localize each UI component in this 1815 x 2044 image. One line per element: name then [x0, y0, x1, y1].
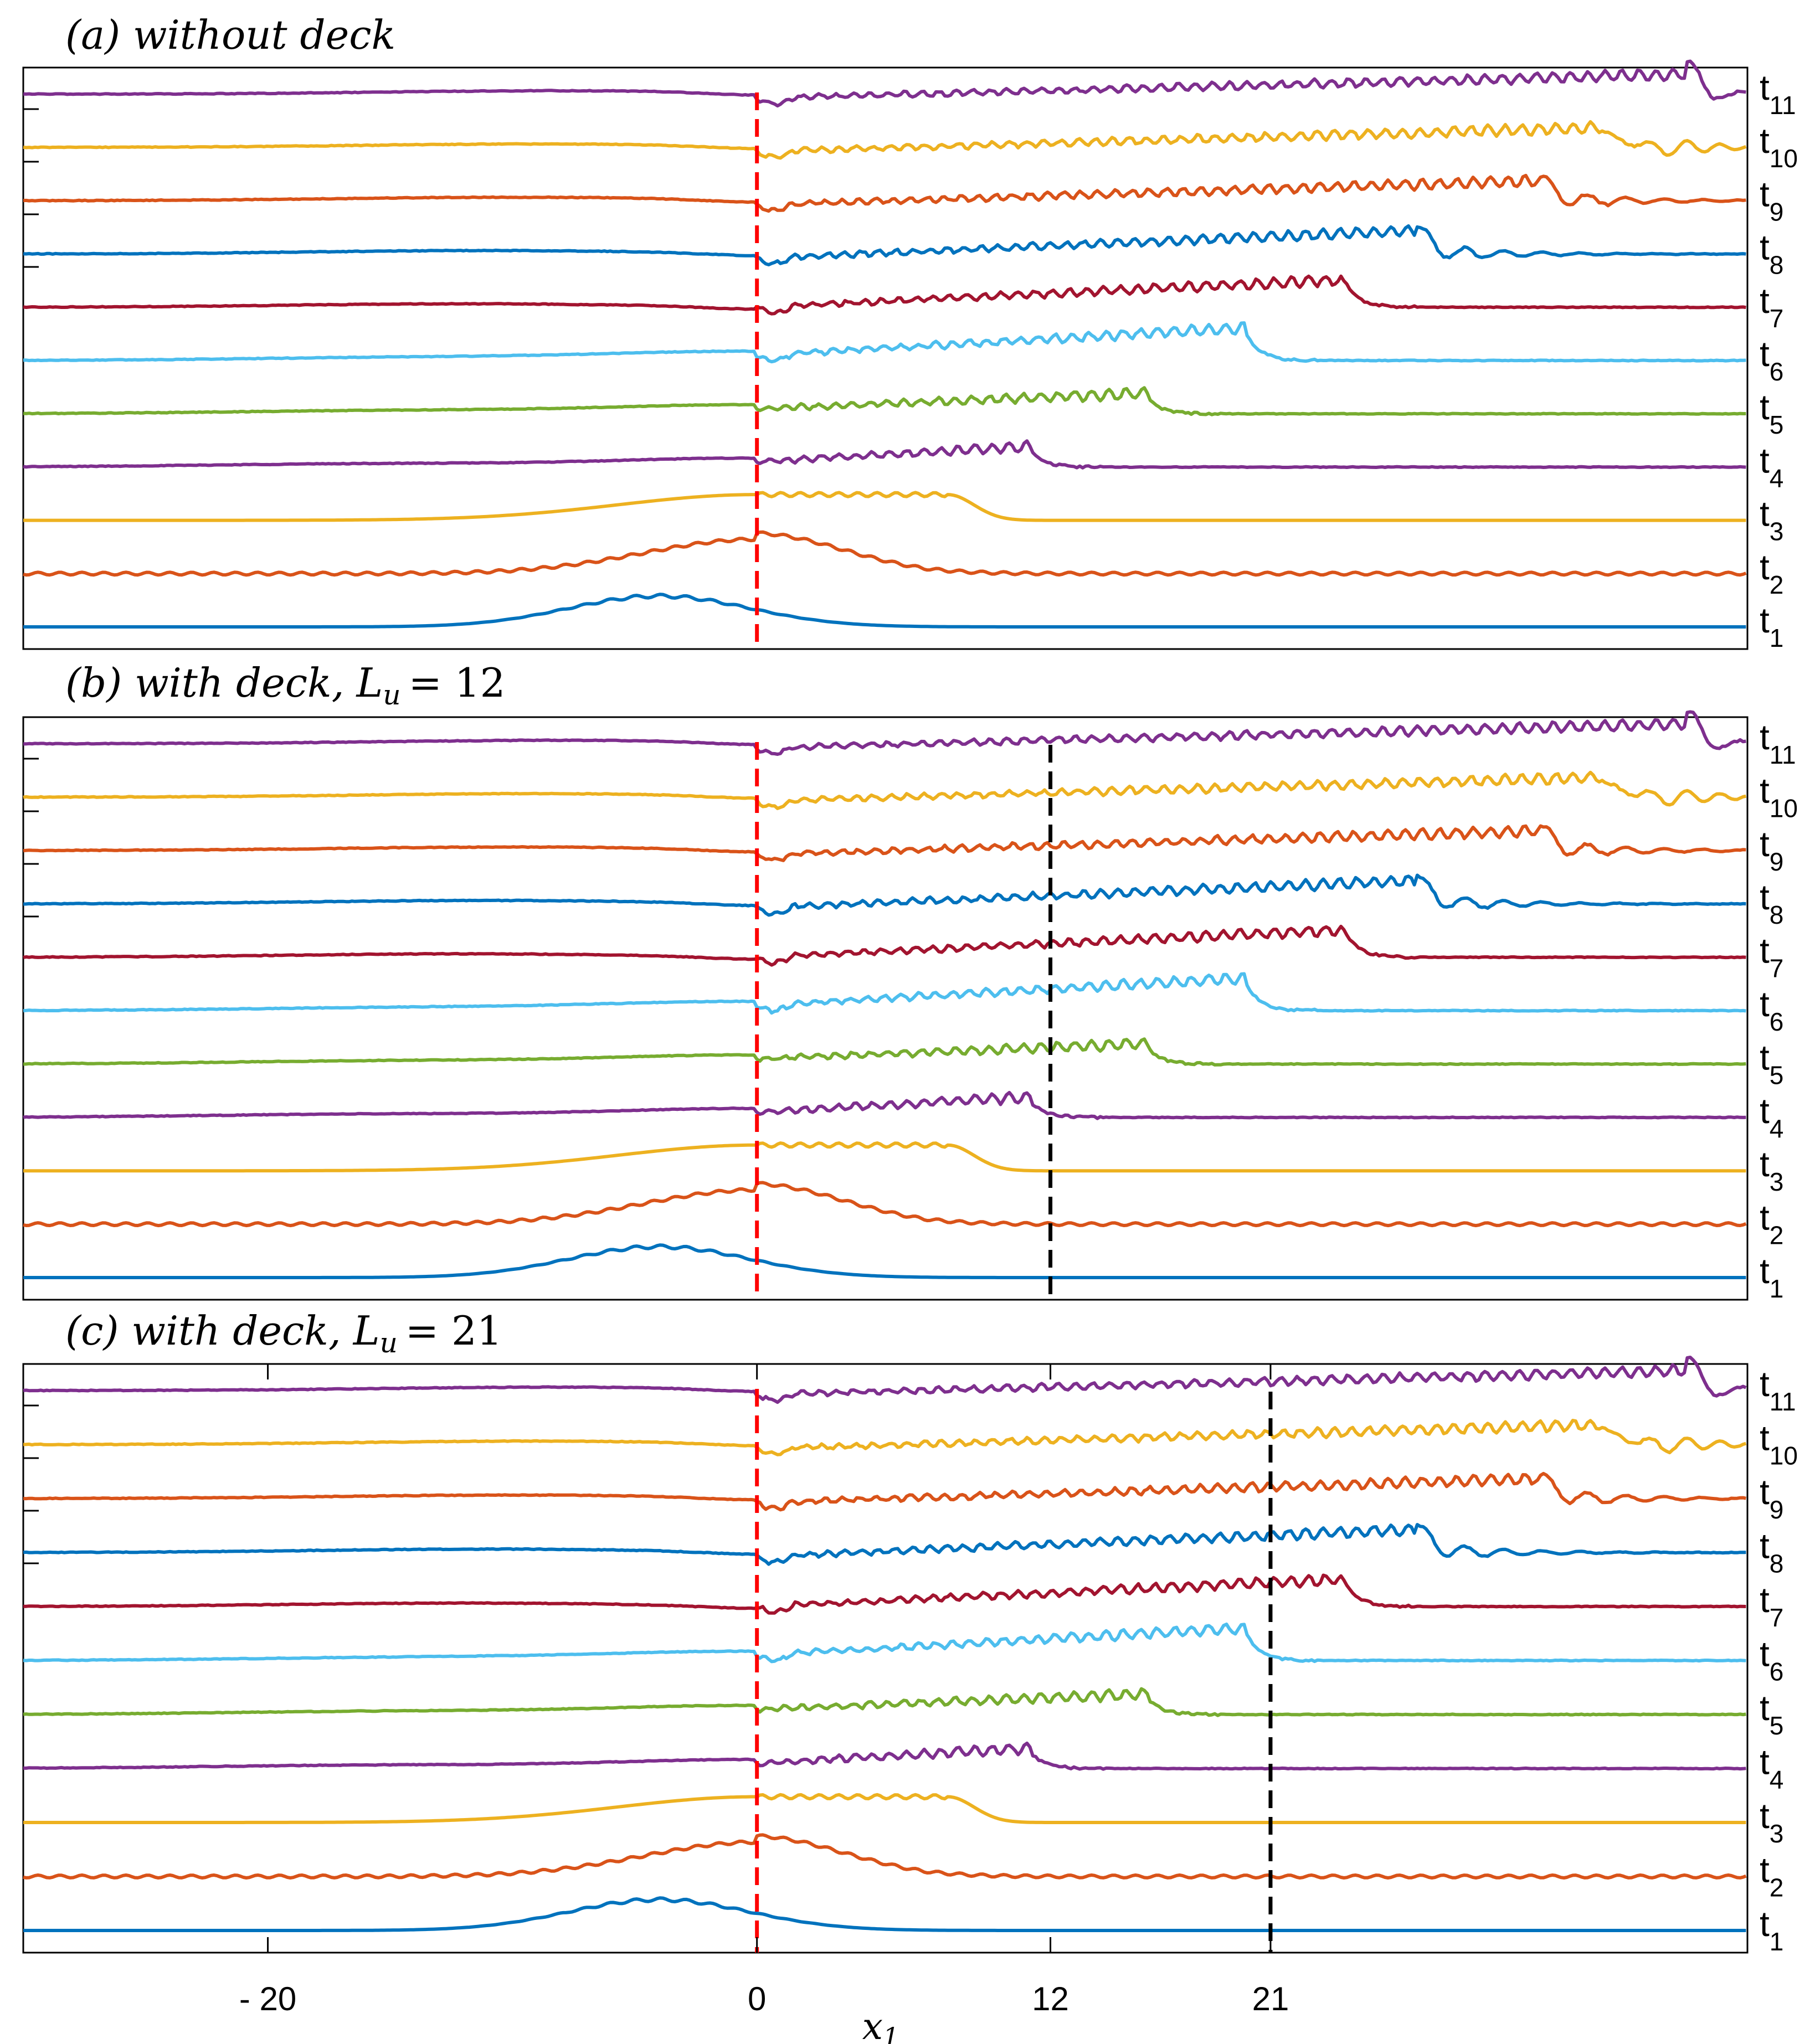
series-line-t5 [23, 386, 1746, 416]
series-line-t6 [23, 1623, 1746, 1664]
x-tick-label: 12 [1032, 1980, 1069, 2017]
series-line-t8 [23, 224, 1746, 266]
series-line-t1 [23, 1243, 1746, 1279]
x-tick-label: - 20 [239, 1980, 296, 2017]
series-label-t5: t5 [1760, 1688, 1783, 1740]
series-line-t11 [23, 1356, 1747, 1404]
x-tick-labels: - 20 0 12 21 [239, 1980, 1289, 2017]
series-label-t11: t11 [1760, 68, 1796, 120]
series-label-t1: t1 [1760, 1904, 1783, 1956]
series-line-t3 [23, 1793, 1746, 1824]
series-line-t5 [23, 1037, 1746, 1067]
series-line-t10 [23, 1419, 1747, 1456]
series-label-t3: t3 [1760, 1796, 1783, 1848]
series-label-t5: t5 [1760, 1037, 1783, 1089]
series-line-t4 [23, 1090, 1746, 1120]
axes-box [22, 1363, 1749, 1954]
series-line-t9 [23, 824, 1746, 862]
series-label-t10: t10 [1760, 770, 1798, 822]
series-label-t6: t6 [1760, 334, 1783, 386]
series-label-t10: t10 [1760, 1418, 1798, 1470]
series-label-t7: t7 [1760, 281, 1783, 333]
series-line-t5 [23, 1687, 1746, 1717]
series-line-t1 [23, 1896, 1746, 1932]
series-label-t9: t9 [1760, 824, 1783, 876]
series-line-t8 [23, 873, 1746, 917]
series-line-t10 [23, 120, 1747, 160]
series-label-t8: t8 [1760, 877, 1783, 929]
panel-2: (b) with deck, Lu = 12t1t2t3t4t5t6t7t8t9t1… [22, 660, 1798, 1303]
panels: (a) without deckt1t2t3t4t5t6t7t8t9t10t11… [22, 12, 1798, 1956]
x-axis-label: x1 [862, 2005, 899, 2044]
series-label-t7: t7 [1760, 931, 1783, 983]
series-label-t6: t6 [1760, 1634, 1783, 1686]
series-line-t4 [23, 439, 1746, 470]
series-line-t2 [23, 1181, 1747, 1228]
series-line-t11 [23, 59, 1746, 108]
series-line-t4 [23, 1741, 1746, 1771]
series-label-t2: t2 [1760, 1198, 1783, 1250]
series-label-t9: t9 [1760, 1472, 1783, 1524]
axes-box [22, 716, 1749, 1301]
series-line-t2 [23, 530, 1747, 577]
series-line-t7 [23, 1573, 1746, 1615]
series-label-t4: t4 [1760, 440, 1783, 492]
series-label-t11: t11 [1760, 1364, 1796, 1416]
series-label-t8: t8 [1760, 1526, 1783, 1578]
series-label-t11: t11 [1760, 717, 1796, 769]
series-line-t6 [23, 972, 1746, 1015]
series-label-t1: t1 [1760, 1251, 1783, 1303]
series-label-t10: t10 [1760, 121, 1798, 173]
series-line-t9 [23, 173, 1746, 213]
series-label-t3: t3 [1760, 494, 1783, 546]
series-label-t1: t1 [1760, 600, 1783, 652]
series-label-t4: t4 [1760, 1742, 1783, 1794]
x-tick-label: 0 [748, 1980, 766, 2017]
panel-3: (c) with deck, Lu = 21t1t2t3t4t5t6t7t8t9t1… [22, 1307, 1798, 1956]
panel-title: (c) with deck, Lu = 21 [65, 1307, 502, 1359]
series-label-t2: t2 [1760, 1850, 1783, 1902]
series-line-t11 [23, 710, 1746, 756]
series-label-t5: t5 [1760, 387, 1783, 439]
series-label-t8: t8 [1760, 228, 1783, 280]
series-line-t7 [23, 924, 1746, 967]
series-label-t4: t4 [1760, 1091, 1783, 1143]
axes-box [22, 66, 1749, 650]
series-label-t6: t6 [1760, 984, 1783, 1036]
panel-title: (a) without deck [65, 12, 395, 58]
series-label-t3: t3 [1760, 1144, 1783, 1196]
series-label-t9: t9 [1760, 174, 1783, 226]
series-label-t7: t7 [1760, 1580, 1783, 1632]
series-line-t3 [23, 491, 1746, 522]
series-line-t8 [23, 1523, 1746, 1566]
series-line-t1 [23, 593, 1746, 629]
series-line-t10 [23, 770, 1747, 810]
series-label-t2: t2 [1760, 547, 1783, 599]
panel-title: (b) with deck, Lu = 12 [65, 660, 505, 711]
series-line-t9 [23, 1471, 1747, 1512]
series-line-t2 [23, 1833, 1747, 1880]
series-line-t7 [23, 274, 1746, 316]
series-line-t3 [23, 1141, 1746, 1173]
series-line-t6 [23, 321, 1746, 364]
x-tick-label: 21 [1252, 1980, 1289, 2017]
